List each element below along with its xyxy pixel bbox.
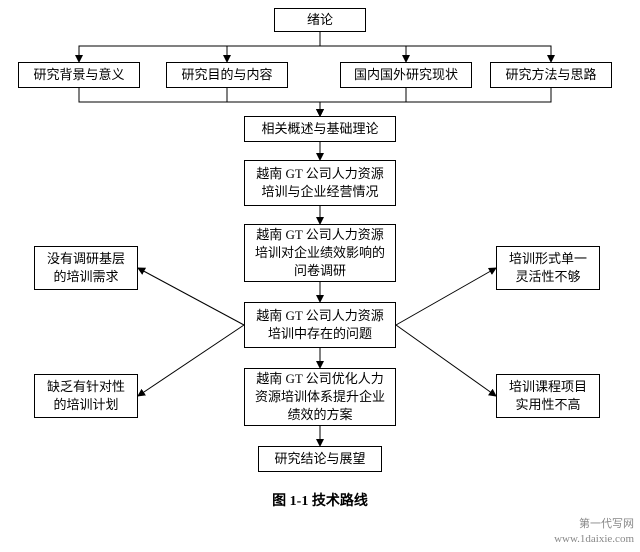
node-label: 绪论 xyxy=(307,11,333,29)
figure-caption: 图 1-1 技术路线 xyxy=(0,490,640,510)
node-n0: 绪论 xyxy=(274,8,366,32)
node-nL2: 缺乏有针对性的培训计划 xyxy=(34,374,138,418)
node-label: 国内国外研究现状 xyxy=(354,66,458,84)
node-n5: 相关概述与基础理论 xyxy=(244,116,396,142)
node-n6: 越南 GT 公司人力资源培训与企业经营情况 xyxy=(244,160,396,206)
edge-n0-n3 xyxy=(320,32,406,62)
node-n2: 研究目的与内容 xyxy=(166,62,288,88)
watermark: 第一代写网 www.1daixie.com xyxy=(554,517,634,546)
edge-n8-nR2 xyxy=(396,325,496,396)
node-label: 越南 GT 公司人力资源培训对企业绩效影响的问卷调研 xyxy=(251,226,389,281)
edge-n1-n5 xyxy=(79,88,320,116)
edge-n2-n5 xyxy=(227,88,320,116)
node-label: 研究方法与思路 xyxy=(505,66,596,84)
node-label: 越南 GT 公司人力资源培训中存在的问题 xyxy=(251,307,389,343)
node-n7: 越南 GT 公司人力资源培训对企业绩效影响的问卷调研 xyxy=(244,224,396,282)
node-label: 缺乏有针对性的培训计划 xyxy=(41,378,131,414)
node-n3: 国内国外研究现状 xyxy=(340,62,472,88)
node-n4: 研究方法与思路 xyxy=(490,62,612,88)
node-label: 没有调研基层的培训需求 xyxy=(41,250,131,286)
node-label: 培训形式单一灵活性不够 xyxy=(503,250,593,286)
edge-n0-n2 xyxy=(227,32,320,62)
watermark-line2: www.1daixie.com xyxy=(554,533,634,545)
node-label: 相关概述与基础理论 xyxy=(261,120,378,138)
edge-n0-n4 xyxy=(320,32,551,62)
node-label: 越南 GT 公司优化人力资源培训体系提升企业绩效的方案 xyxy=(251,370,389,425)
edge-n4-n5 xyxy=(320,88,551,116)
edge-n0-n1 xyxy=(79,32,320,62)
edge-n8-nR1 xyxy=(396,268,496,325)
node-nR2: 培训课程项目实用性不高 xyxy=(496,374,600,418)
node-n8: 越南 GT 公司人力资源培训中存在的问题 xyxy=(244,302,396,348)
node-n10: 研究结论与展望 xyxy=(258,446,382,472)
node-label: 越南 GT 公司人力资源培训与企业经营情况 xyxy=(251,165,389,201)
node-nR1: 培训形式单一灵活性不够 xyxy=(496,246,600,290)
node-label: 研究结论与展望 xyxy=(274,450,365,468)
edge-n8-nL1 xyxy=(138,268,244,325)
node-n9: 越南 GT 公司优化人力资源培训体系提升企业绩效的方案 xyxy=(244,368,396,426)
node-n1: 研究背景与意义 xyxy=(18,62,140,88)
node-label: 培训课程项目实用性不高 xyxy=(503,378,593,414)
edge-n8-nL2 xyxy=(138,325,244,396)
node-label: 研究目的与内容 xyxy=(181,66,272,84)
caption-text: 图 1-1 技术路线 xyxy=(272,494,368,509)
node-label: 研究背景与意义 xyxy=(33,66,124,84)
edge-n3-n5 xyxy=(320,88,406,116)
node-nL1: 没有调研基层的培训需求 xyxy=(34,246,138,290)
watermark-line1: 第一代写网 xyxy=(579,518,634,530)
